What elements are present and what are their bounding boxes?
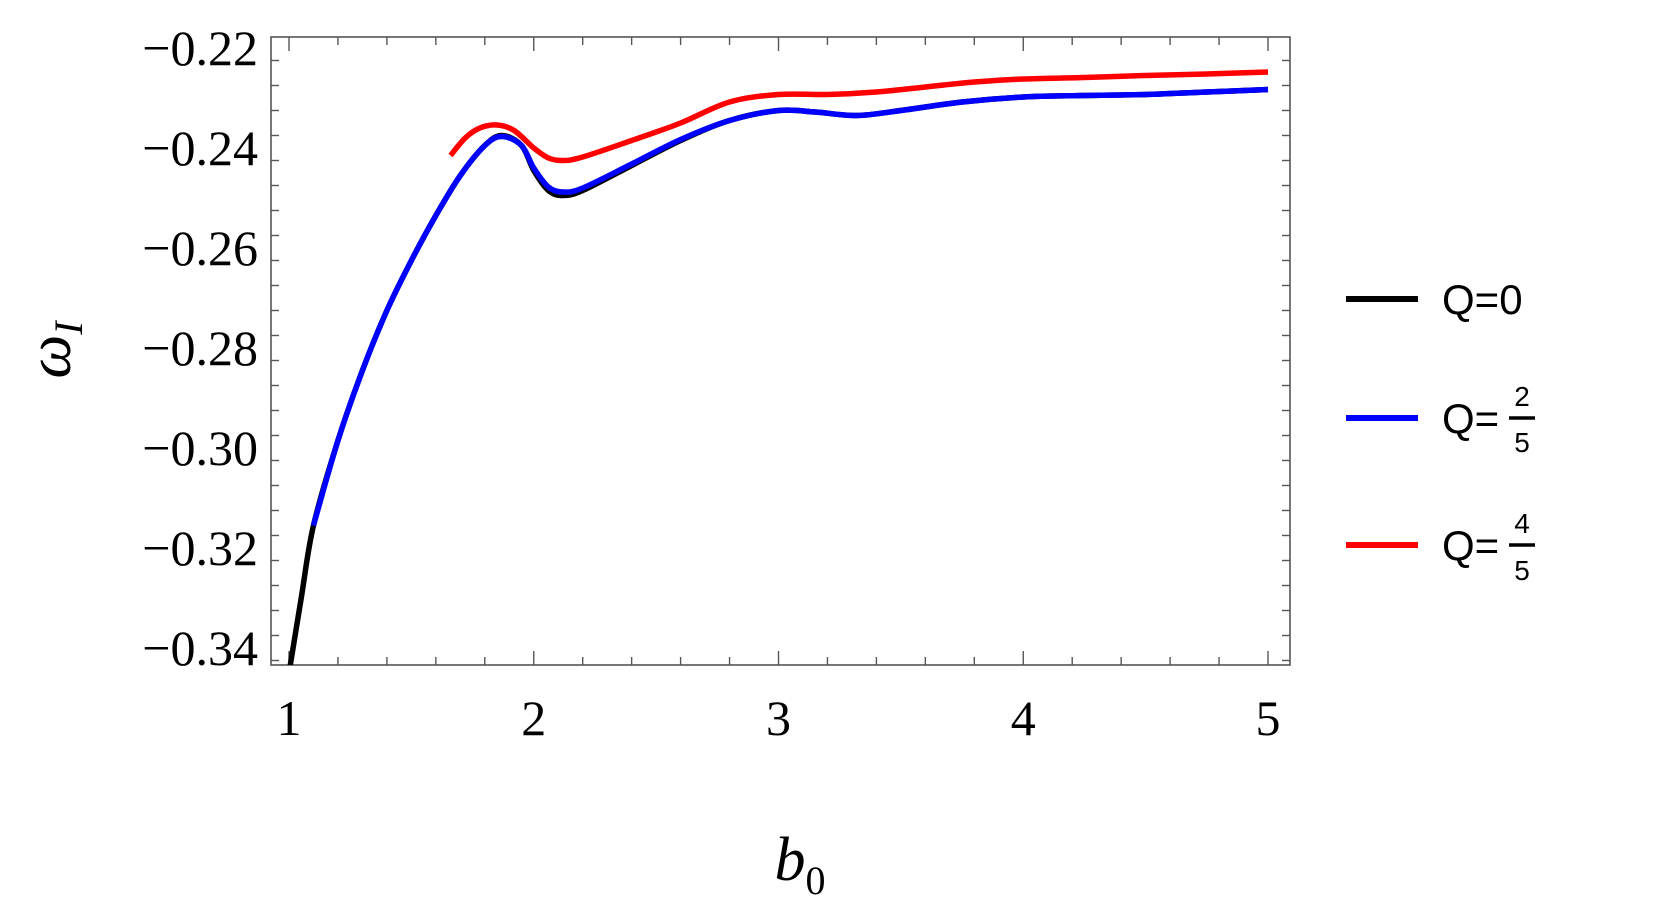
legend-fraction-denominator: 5	[1514, 427, 1530, 458]
series-line-q0	[287, 86, 1269, 665]
legend-item-q2-5: Q= 2 5	[1346, 381, 1535, 458]
y-axis-tick-labels: −0.22 −0.24 −0.26 −0.28 −0.30 −0.32 −0.34	[142, 20, 258, 676]
x-tick-label: 1	[277, 690, 302, 746]
plot-frame	[270, 36, 1291, 666]
legend: Q=0 Q= 2 5 Q= 4 5	[1346, 276, 1535, 586]
legend-fraction-numerator: 2	[1514, 381, 1530, 412]
legend-fraction-denominator: 5	[1514, 555, 1530, 586]
svg-text:ωI: ωI	[16, 320, 91, 379]
x-tick-label: 2	[521, 690, 546, 746]
legend-label-q4-5: Q=	[1442, 522, 1499, 569]
x-tick-label: 4	[1011, 690, 1036, 746]
y-tick-label: −0.28	[142, 320, 258, 376]
y-tick-label: −0.24	[142, 120, 258, 176]
x-tick-label: 5	[1256, 690, 1281, 746]
y-tick-label: −0.22	[142, 20, 258, 76]
series-line-q2-5	[310, 86, 1269, 527]
x-axis-label: b0	[775, 826, 826, 903]
legend-item-q4-5: Q= 4 5	[1346, 508, 1535, 586]
legend-label-q0: Q=0	[1442, 276, 1523, 323]
series-line-q4-5	[448, 69, 1269, 164]
plot-border	[270, 36, 1291, 666]
x-axis-tick-labels: 1 2 3 4 5	[277, 690, 1281, 746]
y-axis-label: ωI	[16, 320, 91, 379]
legend-item-q0: Q=0	[1346, 276, 1523, 323]
x-tick-label: 3	[766, 690, 791, 746]
y-tick-label: −0.32	[142, 520, 258, 576]
y-tick-label: −0.26	[142, 220, 258, 276]
legend-label-q2-5: Q=	[1442, 395, 1499, 442]
axis-ticks	[271, 37, 1290, 665]
y-tick-label: −0.30	[142, 420, 258, 476]
legend-fraction-numerator: 4	[1514, 508, 1530, 539]
y-tick-label: −0.34	[142, 620, 258, 676]
series-layer	[287, 69, 1269, 665]
